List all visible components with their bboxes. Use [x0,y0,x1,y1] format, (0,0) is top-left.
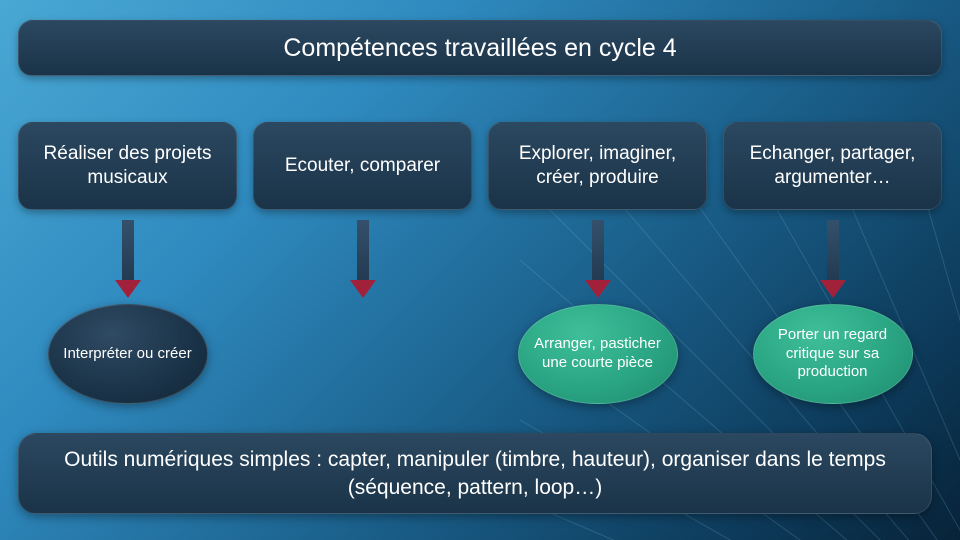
competence-label: Réaliser des projets musicaux [29,142,226,190]
footer-bar: Outils numériques simples : capter, mani… [18,433,932,514]
arrow-down-icon [583,220,613,298]
arrow-down-icon [348,220,378,298]
arrow-cell [18,216,237,302]
arrow-cell [253,216,472,302]
bubble-text: Arranger, pasticher une courte pièce [533,335,663,373]
bubble-arrange: Arranger, pasticher une courte pièce [518,304,678,404]
arrow-down-icon [818,220,848,298]
competence-box-4: Echanger, partager, argumenter… [723,122,942,210]
bubble-cell: Arranger, pasticher une courte pièce [488,304,707,404]
competence-box-1: Réaliser des projets musicaux [18,122,237,210]
bubble-cell [253,304,472,404]
competence-box-2: Ecouter, comparer [253,122,472,210]
arrow-down-icon [113,220,143,298]
bubble-critique: Porter un regard critique sur sa product… [753,304,913,404]
footer-text: Outils numériques simples : capter, mani… [43,446,907,501]
arrows-row [18,216,942,302]
bubble-text: Porter un regard critique sur sa product… [768,326,898,382]
competences-row: Réaliser des projets musicaux Ecouter, c… [18,122,942,210]
bubbles-row: Interpréter ou créer Arranger, pasticher… [18,304,942,404]
competence-box-3: Explorer, imaginer, créer, produire [488,122,707,210]
arrow-cell [723,216,942,302]
slide-title: Compétences travaillées en cycle 4 [18,20,942,76]
slide-title-text: Compétences travaillées en cycle 4 [283,34,676,63]
competence-label: Echanger, partager, argumenter… [734,142,931,190]
arrow-cell [488,216,707,302]
competence-label: Ecouter, comparer [285,154,440,178]
bubble-cell: Interpréter ou créer [18,304,237,404]
bubble-text: Interpréter ou créer [63,345,191,364]
competence-label: Explorer, imaginer, créer, produire [499,142,696,190]
bubble-cell: Porter un regard critique sur sa product… [723,304,942,404]
bubble-interpret: Interpréter ou créer [48,304,208,404]
